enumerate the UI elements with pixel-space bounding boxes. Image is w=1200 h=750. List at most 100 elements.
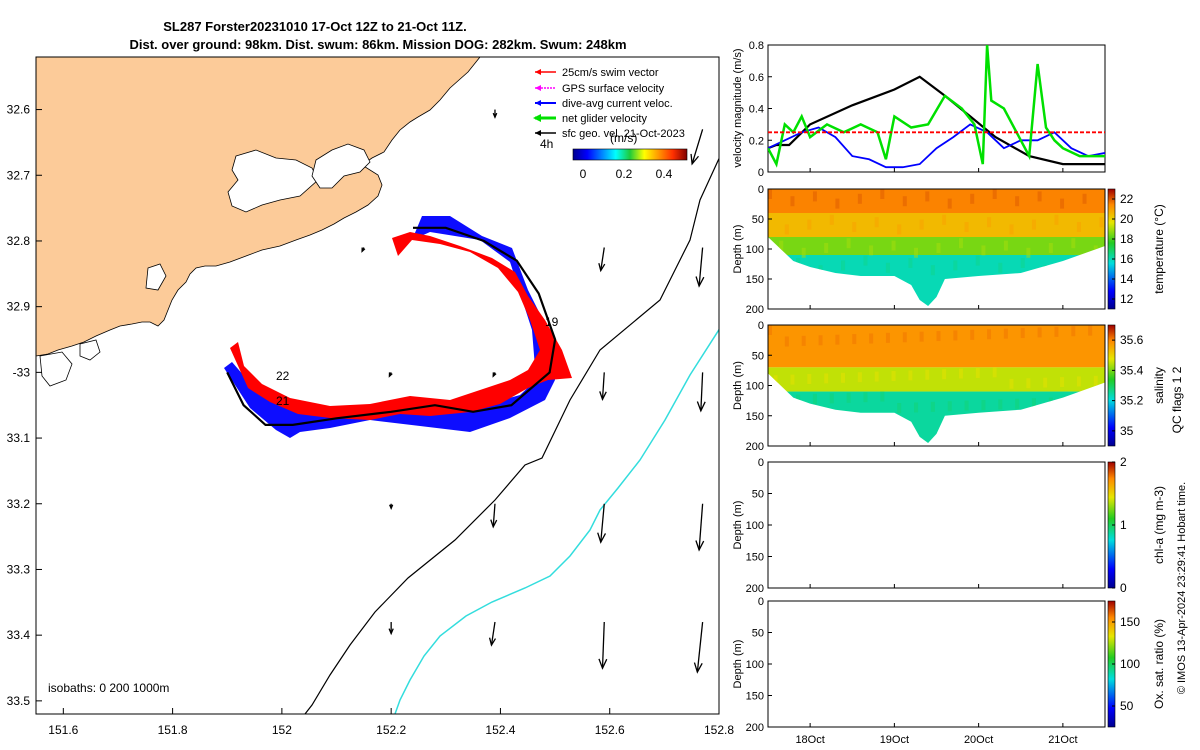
velocity-ytick-label: 0.8: [749, 40, 764, 52]
depth-layer: [768, 367, 1105, 392]
colorbar-tick-label: 100: [1120, 657, 1140, 671]
velocity-series: [768, 45, 1105, 169]
map-ytick-label: 33.2: [7, 497, 31, 511]
map-colorbar: [572, 148, 688, 161]
depth-texture: [1009, 224, 1014, 235]
legend-dive: dive-avg current veloc.: [535, 98, 673, 110]
geo-vector-arrow: [695, 503, 705, 552]
depth-texture: [1043, 377, 1048, 388]
colorbar-tick-label: 16: [1120, 252, 1134, 266]
map-ytick-label: 33.5: [7, 694, 31, 708]
depth-texture: [1099, 217, 1104, 228]
date-tick-label: 19Oct: [880, 734, 909, 746]
depth-texture: [891, 370, 896, 381]
depth-layer: [768, 213, 1105, 237]
lake-3: [145, 263, 167, 291]
geo-vector-arrow: [597, 503, 607, 544]
colorbar-tick-label: 2: [1120, 455, 1127, 469]
velocity-series-line: [768, 123, 1105, 169]
depth-texture: [846, 238, 851, 249]
footer-credit: © IMOS 13-Apr-2024 23:29:41 Hobart time.: [1176, 482, 1188, 694]
depth-ytick-label: 50: [752, 489, 764, 501]
depth-texture: [964, 400, 969, 411]
depth-texture: [981, 245, 986, 256]
geo-vector-arrow: [388, 372, 393, 378]
depth-texture: [824, 243, 829, 253]
colorbar-tick-label: 0: [1120, 581, 1127, 595]
map-ytick-label: 33.4: [7, 628, 31, 642]
colorbar-tick-label: 22: [1120, 192, 1134, 206]
isobath-200m: [304, 157, 719, 714]
legend-net: net glider velocity: [533, 113, 647, 125]
map-ytick-label: 33.1: [7, 431, 31, 445]
velocity-panel: 0 0.2 0.4 0.6 0.8 velocity magnitude (m/s): [732, 40, 1106, 179]
colorbar-tick-label: 35.6: [1120, 333, 1144, 347]
colorbar-tick-1: 0.2: [616, 167, 633, 181]
depth-texture: [807, 374, 812, 385]
geo-vector-arrow: [598, 247, 606, 273]
depth-texture: [857, 372, 862, 383]
map-panel: 151.6 151.8 152 152.2 152.4 152.6 152.8 32.632…: [7, 56, 734, 737]
colorbar-salinity: [1107, 324, 1116, 447]
map-frame: [35, 56, 720, 715]
depth-texture: [908, 258, 913, 268]
depth-texture: [914, 247, 919, 258]
velocity-ytick-label: 0: [758, 167, 764, 179]
depth-texture: [930, 401, 935, 412]
lake-1: [227, 149, 319, 213]
lake-5: [79, 339, 101, 361]
depth-texture: [1015, 196, 1020, 207]
depth-texture: [824, 373, 829, 384]
velocity-ylabel: velocity magnitude (m/s): [732, 48, 744, 167]
depth-texture: [953, 260, 958, 271]
velocity-ytick-label: 0.6: [749, 72, 764, 84]
depth-texture: [992, 367, 997, 378]
depth-panel-chl-a: 0 50 100 150 200 Depth (m) 0 1 2 chl-a (mg m-3): [732, 455, 1166, 595]
map-ytick-label: 33.3: [7, 562, 31, 576]
geo-vector-arrow: [490, 503, 498, 529]
glider-track: [226, 226, 557, 426]
depth-texture: [790, 196, 795, 207]
depth-texture: [987, 217, 992, 228]
depth-texture: [835, 198, 840, 209]
colorbar-temperature: [1107, 188, 1116, 310]
geo-vector-arrow: [599, 372, 607, 401]
map-xtick-label: 152.2: [376, 723, 406, 737]
depth-ytick-label: 150: [746, 411, 764, 423]
depth-texture: [902, 332, 907, 343]
depth-texture: [958, 368, 963, 379]
lake-4: [39, 351, 73, 387]
depth-texture: [807, 219, 812, 230]
depth-ylabel: Depth (m): [732, 640, 744, 689]
map-xtick-label: 152.8: [704, 723, 734, 737]
geo-vector-arrow: [361, 247, 366, 253]
depth-texture: [1054, 214, 1059, 225]
depth-texture: [947, 401, 952, 412]
legend-swim: 25cm/s swim vector: [535, 67, 659, 79]
lake-2: [311, 143, 371, 189]
geo-vector-arrow: [690, 129, 704, 166]
geo-vector-arrow: [389, 503, 394, 511]
depth-texture: [812, 191, 817, 202]
depth-texture: [1071, 238, 1076, 249]
depth-texture: [1003, 328, 1008, 339]
depth-texture: [880, 391, 885, 402]
depth-texture: [891, 240, 896, 251]
depth-texture: [779, 240, 784, 251]
velocity-series-line: [768, 45, 1105, 168]
depth-texture: [1009, 378, 1014, 389]
depth-panel-temperature: 0 50 100 150 200 Depth (m) 12 14 16 18 20 22 tempera…: [732, 184, 1166, 316]
colorbar-tick-label: 50: [1120, 699, 1134, 713]
depth-texture: [975, 367, 980, 378]
depth-panel-salinity: 0 50 100 150 200 Depth (m) 35 35.2 35.4 35.6 salin…: [732, 320, 1166, 453]
depth-texture: [1054, 326, 1059, 337]
depth-layer: [768, 189, 1105, 213]
colorbar-tick-label: 150: [1120, 615, 1140, 629]
depth-texture: [1015, 398, 1020, 409]
isobath-1000m: [394, 328, 719, 714]
depth-ytick-label: 200: [746, 583, 764, 595]
legend-geo-label: sfc geo. vel. 21-Oct-2023: [562, 128, 685, 140]
map-xtick-label: 151.6: [48, 723, 78, 737]
colorbar-label: temperature (°C): [1152, 204, 1166, 294]
